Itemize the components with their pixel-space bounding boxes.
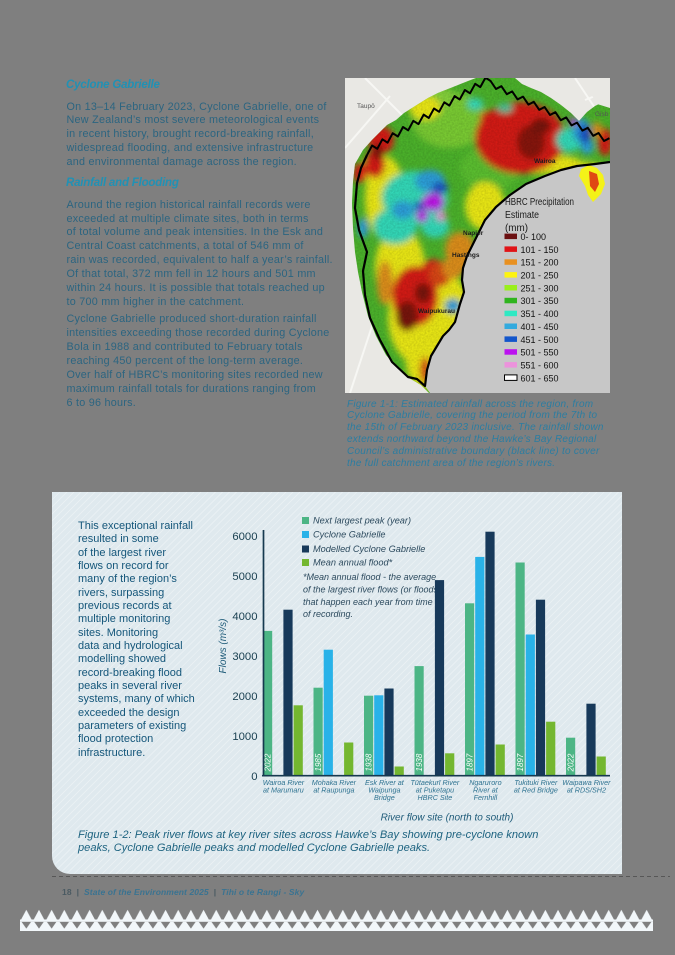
svg-text:Esk River at: Esk River at xyxy=(365,778,405,787)
svg-text:Tūtaekurī River: Tūtaekurī River xyxy=(411,778,460,787)
svg-text:4000: 4000 xyxy=(232,611,257,623)
svg-text:Waipawa River: Waipawa River xyxy=(562,778,611,787)
svg-text:at RDS/SH2: at RDS/SH2 xyxy=(567,786,606,795)
svg-text:151 - 200: 151 - 200 xyxy=(521,258,559,268)
svg-text:1938: 1938 xyxy=(365,753,374,771)
svg-text:1897: 1897 xyxy=(516,753,525,771)
svg-text:2022: 2022 xyxy=(567,753,576,772)
svg-text:301 - 350: 301 - 350 xyxy=(521,296,559,306)
svg-text:of recording.: of recording. xyxy=(303,609,353,619)
svg-text:1985: 1985 xyxy=(314,753,323,771)
svg-text:Taupō: Taupō xyxy=(357,103,375,110)
svg-text:that happen each year from tim: that happen each year from time xyxy=(303,597,433,607)
svg-text:551 - 600: 551 - 600 xyxy=(521,361,559,371)
svg-text:3000: 3000 xyxy=(232,651,257,663)
svg-text:2022: 2022 xyxy=(264,753,273,772)
svg-text:Next largest peak (year): Next largest peak (year) xyxy=(313,516,411,526)
svg-text:Gisb: Gisb xyxy=(595,111,609,118)
svg-text:Wairoa River: Wairoa River xyxy=(263,778,305,787)
svg-text:(mm): (mm) xyxy=(505,223,528,234)
svg-text:401 - 450: 401 - 450 xyxy=(521,322,559,332)
svg-text:Mohaka River: Mohaka River xyxy=(312,778,357,787)
svg-text:River flow site (north to sout: River flow site (north to south) xyxy=(381,813,514,824)
svg-text:601 - 650: 601 - 650 xyxy=(521,373,559,383)
svg-text:1000: 1000 xyxy=(232,731,257,743)
svg-text:2000: 2000 xyxy=(232,691,257,703)
svg-text:Tukituki River: Tukituki River xyxy=(514,778,558,787)
svg-text:451 - 500: 451 - 500 xyxy=(521,335,559,345)
svg-text:HBRC Precipitation: HBRC Precipitation xyxy=(505,197,574,208)
svg-text:*Mean annual flood - the avera: *Mean annual flood - the average xyxy=(303,572,436,582)
svg-text:201 - 250: 201 - 250 xyxy=(521,271,559,281)
svg-text:Bridge: Bridge xyxy=(374,793,395,802)
svg-text:at Raupunga: at Raupunga xyxy=(313,786,354,795)
svg-text:101 - 150: 101 - 150 xyxy=(521,245,559,255)
svg-text:Flows (m³/s): Flows (m³/s) xyxy=(218,619,229,674)
svg-text:5000: 5000 xyxy=(232,571,257,583)
svg-text:HBRC Site: HBRC Site xyxy=(418,793,453,802)
svg-text:Fernhill: Fernhill xyxy=(474,793,498,802)
svg-text:at Marumaru: at Marumaru xyxy=(263,786,304,795)
svg-text:1938: 1938 xyxy=(415,753,424,771)
svg-text:501 - 550: 501 - 550 xyxy=(521,348,559,358)
svg-text:1897: 1897 xyxy=(466,753,475,771)
svg-text:Mean annual flood*: Mean annual flood* xyxy=(313,558,393,568)
svg-text:351 - 400: 351 - 400 xyxy=(521,309,559,319)
svg-text:River at: River at xyxy=(473,786,499,795)
svg-text:at Puketapu: at Puketapu xyxy=(416,786,454,795)
svg-text:0: 0 xyxy=(251,771,257,783)
svg-text:251 - 300: 251 - 300 xyxy=(521,283,559,293)
svg-text:Waipunga: Waipunga xyxy=(368,786,400,795)
svg-text:Modelled Cyclone Gabrielle: Modelled Cyclone Gabrielle xyxy=(313,544,425,554)
svg-text:Napier: Napier xyxy=(463,230,484,237)
svg-text:Waipukurau: Waipukurau xyxy=(418,308,455,315)
svg-text:at Red Bridge: at Red Bridge xyxy=(514,786,558,795)
svg-text:of the largest river flows (or: of the largest river flows (or floods) xyxy=(303,584,441,594)
svg-text:Wairoa: Wairoa xyxy=(534,158,556,165)
svg-text:6000: 6000 xyxy=(232,531,257,543)
svg-text:Ngaruroro: Ngaruroro xyxy=(469,778,501,787)
svg-text:Cyclone Gabrielle: Cyclone Gabrielle xyxy=(313,530,386,540)
svg-text:Hastings: Hastings xyxy=(452,252,480,259)
svg-text:0- 100: 0- 100 xyxy=(521,232,547,242)
svg-text:Estimate: Estimate xyxy=(505,210,539,221)
